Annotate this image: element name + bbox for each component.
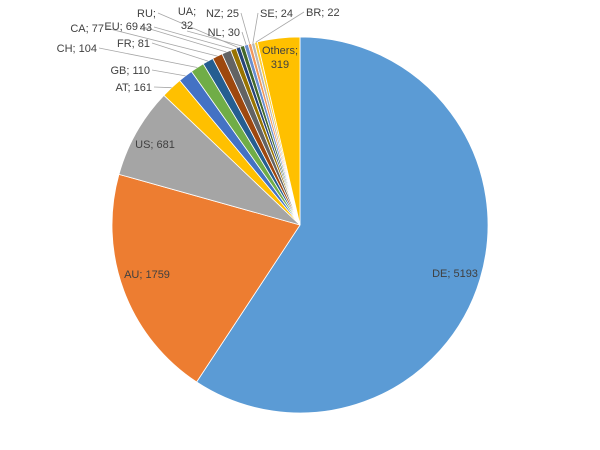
data-label-au: AU; 1759 [124, 269, 170, 281]
pie-slice-others [256, 36, 301, 226]
pie-slices [111, 36, 489, 414]
leader-line-ch [98, 47, 198, 68]
data-label-ua: UA; 32 [178, 6, 196, 32]
data-label-at: AT; 161 [116, 82, 153, 94]
pie-slice-au [111, 173, 301, 383]
leader-line-gb [151, 69, 186, 77]
pie-slice-us [118, 94, 301, 226]
data-label-eu: EU; 69 [104, 21, 138, 33]
data-label-br: BR; 22 [306, 7, 340, 19]
data-label-fr: FR; 81 [117, 38, 150, 50]
leader-line-se [252, 12, 259, 44]
data-label-nz: NZ; 25 [206, 8, 239, 20]
leader-line-ru [157, 12, 239, 48]
leader-line-br [255, 11, 305, 43]
leader-line-at [153, 86, 172, 89]
data-label-unlabeled-9: 43 [140, 22, 152, 34]
data-label-se: SE; 24 [260, 8, 293, 20]
data-label-ru: RU; [137, 8, 156, 20]
leader-line-eu [139, 25, 227, 53]
data-label-nl: NL; 30 [208, 27, 240, 39]
leader-line-unlabeled-9 [153, 26, 234, 50]
leader-line-ua [186, 30, 243, 47]
data-label-ca: CA; 77 [70, 23, 104, 35]
leader-line-fr [151, 42, 209, 62]
data-label-us: US; 681 [135, 139, 175, 151]
data-label-others: Others; 319 [262, 45, 298, 71]
leader-lines [98, 11, 305, 89]
data-label-de: DE; 5193 [432, 268, 478, 280]
pie-slice-de [196, 36, 489, 414]
data-label-gb: GB; 110 [110, 65, 150, 77]
data-label-ch: CH; 104 [57, 43, 97, 55]
leader-line-nz [240, 12, 251, 44]
data-labels: DE; 5193 AU; 1759 US; 681 AT; 161 GB; 110 CH;… [57, 6, 478, 281]
leader-line-nl [241, 31, 247, 46]
leader-line-ca [105, 27, 218, 57]
